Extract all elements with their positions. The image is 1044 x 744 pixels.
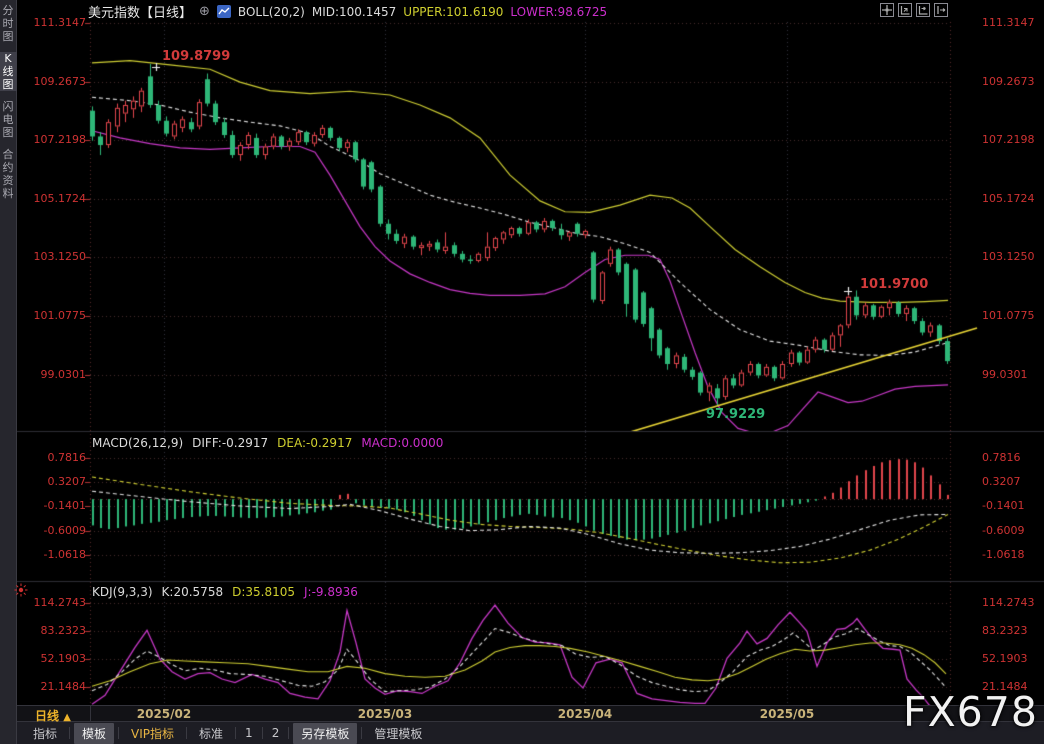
period-arrow-icon: ▲	[63, 712, 71, 723]
main-y-label-left: 99.0301	[40, 368, 87, 381]
kdj-k-value: K:20.5758	[161, 585, 224, 599]
macd-y-label-left: -0.1401	[43, 499, 86, 512]
bottom-tab-5[interactable]: 1	[245, 726, 253, 740]
kdj-y-label-left: 83.2323	[40, 624, 87, 637]
main-y-label-left: 109.2673	[33, 75, 87, 88]
boll-label: BOLL(20,2)	[237, 4, 305, 19]
main-y-label-right: 103.1250	[982, 250, 1035, 263]
macd-y-label-right: 0.7816	[982, 451, 1021, 464]
tab-separator	[361, 727, 363, 739]
kdj-params: KDJ(9,3,3)	[92, 585, 153, 599]
low-annotation: 97.9229	[706, 407, 766, 422]
macd-value: MACD:0.0000	[361, 436, 444, 450]
x-date-label-1: 2025/02	[136, 707, 192, 721]
kdj-y-label-right: 83.2323	[982, 624, 1028, 637]
x-date-label-4: 2025/05	[759, 707, 815, 721]
high-annotation-2: 101.9700	[860, 277, 929, 292]
macd-y-label-right: -0.6009	[982, 524, 1025, 537]
tab-separator	[261, 727, 263, 739]
macd-y-label-left: 0.3207	[47, 475, 87, 488]
macd-y-label-left: -1.0618	[43, 548, 86, 561]
bottom-tab-6[interactable]: 2	[271, 726, 280, 740]
expand-icon[interactable]: ⊕	[199, 4, 210, 19]
bottom-tab-2[interactable]: 模板	[74, 722, 115, 744]
tab-separator	[288, 727, 290, 739]
indicator-marker-icon[interactable]	[14, 582, 28, 601]
tab-separator	[235, 727, 237, 739]
main-y-label-right: 107.2198	[982, 133, 1035, 146]
main-y-label-left: 101.0775	[33, 309, 87, 322]
macd-params: MACD(26,12,9)	[92, 436, 184, 450]
bottom-tab-3[interactable]: VIP指标	[131, 726, 175, 741]
bottom-tab-8[interactable]: 管理模板	[374, 726, 423, 741]
main-y-label-right: 109.2673	[982, 75, 1035, 88]
pan-right-icon[interactable]	[916, 3, 930, 17]
kdj-header: KDJ(9,3,3) K:20.5758 D:35.8105 J:-9.8936	[92, 585, 358, 599]
bottom-tab-4[interactable]: 标准	[199, 726, 224, 741]
kdj-y-label-left: 52.1903	[40, 652, 87, 665]
tab-separator	[186, 727, 188, 739]
bottom-tab-bar: 指标 模板 VIP指标 标准 1 2 另存模板 管理模板	[17, 722, 1044, 744]
main-y-label-right: 99.0301	[982, 368, 1028, 381]
kdj-y-label-left: 114.2743	[33, 596, 87, 609]
macd-y-label-right: -1.0618	[982, 548, 1025, 561]
main-y-label-left: 103.1250	[33, 250, 87, 263]
chart-header: 美元指数【日线】 ⊕ BOLL(20,2) MID:100.1457 UPPER…	[88, 3, 608, 21]
kdj-y-label-left: 21.1484	[40, 680, 87, 693]
sidebar-item-2[interactable]: K线图	[0, 52, 17, 91]
boll-mid-value: MID:100.1457	[311, 4, 397, 19]
kdj-y-label-right: 52.1903	[982, 652, 1028, 665]
move-icon[interactable]	[880, 3, 894, 17]
macd-diff-value: DIFF:-0.2917	[192, 436, 269, 450]
symbol-title: 美元指数【日线】	[88, 6, 193, 21]
high-annotation-1: 109.8799	[162, 49, 231, 64]
boll-upper-value: UPPER:101.6190	[403, 4, 504, 19]
kdj-j-value: J:-9.8936	[304, 585, 358, 599]
x-date-label-2: 2025/03	[357, 707, 413, 721]
macd-dea-value: DEA:-0.2917	[277, 436, 353, 450]
boll-lower-value: LOWER:98.6725	[510, 4, 608, 19]
goto-latest-icon[interactable]	[934, 3, 948, 17]
main-y-label-right: 111.3147	[982, 16, 1035, 29]
mini-chart-icon[interactable]	[216, 5, 231, 18]
sidebar-item-4[interactable]: 合约资料	[2, 148, 14, 200]
main-y-label-left: 111.3147	[33, 16, 87, 29]
tab-separator	[118, 727, 120, 739]
kdj-y-label-right: 21.1484	[982, 680, 1028, 693]
main-y-label-right: 101.0775	[982, 309, 1035, 322]
period-selector[interactable]: 日线 ▲	[35, 707, 71, 724]
kdj-y-label-right: 114.2743	[982, 596, 1035, 609]
chart-toolbar	[880, 3, 948, 17]
macd-header: MACD(26,12,9) DIFF:-0.2917 DEA:-0.2917 M…	[92, 436, 443, 450]
pan-left-icon[interactable]	[898, 3, 912, 17]
fx678-watermark: FX678	[903, 688, 1038, 736]
bottom-tab-7[interactable]: 另存模板	[293, 722, 358, 744]
sidebar-item-3[interactable]: 闪电图	[2, 100, 14, 139]
main-y-label-left: 105.1724	[33, 192, 87, 205]
kdj-d-value: D:35.8105	[232, 585, 295, 599]
main-y-label-right: 105.1724	[982, 192, 1035, 205]
x-axis-bar: 日线 ▲ 2025/02 2025/03 2025/04 2025/05	[17, 705, 1044, 724]
macd-y-label-left: -0.6009	[43, 524, 86, 537]
tab-separator	[69, 727, 71, 739]
period-label: 日线	[35, 709, 60, 723]
left-sidebar: 分时图 K线图闪电图合约资料	[0, 0, 17, 744]
macd-y-label-right: -0.1401	[982, 499, 1025, 512]
sidebar-item-1[interactable]: 分时图	[2, 4, 14, 43]
x-date-label-3: 2025/04	[557, 707, 613, 721]
bottom-tab-1[interactable]: 指标	[33, 726, 58, 741]
main-y-label-left: 107.2198	[33, 133, 87, 146]
macd-y-label-right: 0.3207	[982, 475, 1021, 488]
macd-y-label-left: 0.7816	[47, 451, 87, 464]
axis-divider	[90, 706, 91, 721]
